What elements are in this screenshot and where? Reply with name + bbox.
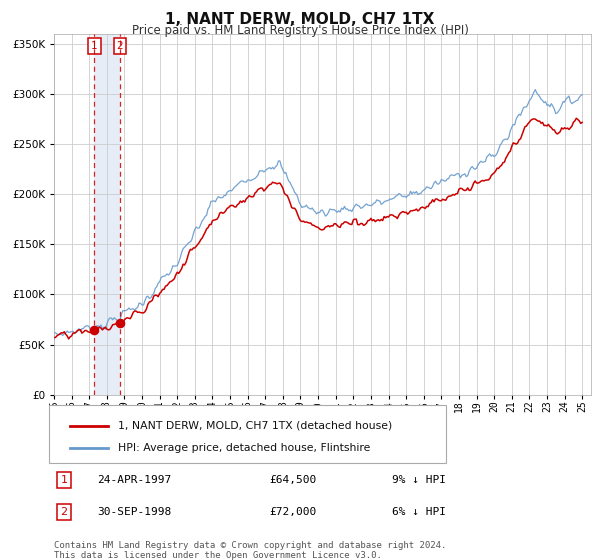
- Text: 2: 2: [61, 507, 68, 517]
- Text: £64,500: £64,500: [269, 475, 316, 485]
- Point: [89, 325, 99, 334]
- Text: 1: 1: [91, 41, 98, 52]
- Text: 24-APR-1997: 24-APR-1997: [97, 475, 171, 485]
- Text: 1: 1: [61, 475, 67, 485]
- Text: 6% ↓ HPI: 6% ↓ HPI: [392, 507, 446, 517]
- Text: 9% ↓ HPI: 9% ↓ HPI: [392, 475, 446, 485]
- Point: [115, 318, 125, 327]
- Text: 1, NANT DERW, MOLD, CH7 1TX (detached house): 1, NANT DERW, MOLD, CH7 1TX (detached ho…: [118, 421, 392, 431]
- Text: Contains HM Land Registry data © Crown copyright and database right 2024.
This d: Contains HM Land Registry data © Crown c…: [54, 541, 446, 560]
- Text: 1, NANT DERW, MOLD, CH7 1TX: 1, NANT DERW, MOLD, CH7 1TX: [166, 12, 434, 27]
- Text: Price paid vs. HM Land Registry's House Price Index (HPI): Price paid vs. HM Land Registry's House …: [131, 24, 469, 37]
- Text: HPI: Average price, detached house, Flintshire: HPI: Average price, detached house, Flin…: [118, 444, 371, 453]
- Text: £72,000: £72,000: [269, 507, 316, 517]
- Text: 2: 2: [117, 41, 124, 52]
- Bar: [94, 34, 120, 395]
- Text: 30-SEP-1998: 30-SEP-1998: [97, 507, 171, 517]
- FancyBboxPatch shape: [49, 405, 446, 463]
